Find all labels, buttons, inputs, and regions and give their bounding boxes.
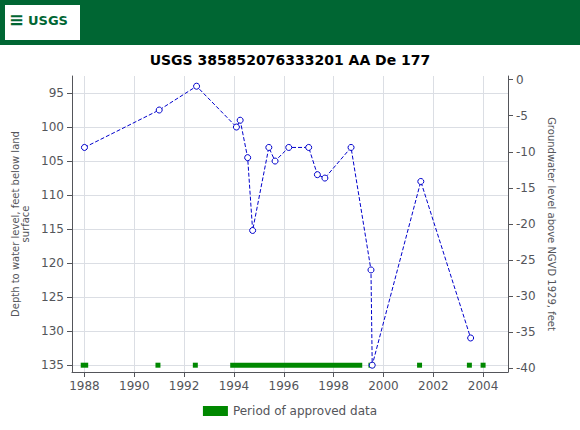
svg-text:1996: 1996 (268, 379, 299, 393)
svg-text:-20: -20 (516, 217, 536, 231)
svg-text:2004: 2004 (468, 379, 499, 393)
svg-text:-25: -25 (516, 253, 536, 267)
svg-text:-10: -10 (516, 145, 536, 159)
svg-text:130: 130 (41, 324, 64, 338)
svg-text:1988: 1988 (69, 379, 100, 393)
svg-text:1992: 1992 (169, 379, 200, 393)
svg-text:≡: ≡ (9, 9, 24, 30)
svg-text:0: 0 (516, 73, 524, 87)
svg-text:100: 100 (41, 120, 64, 134)
svg-text:Period of approved data: Period of approved data (233, 404, 377, 418)
svg-text:135: 135 (41, 358, 64, 372)
svg-text:Groundwater level above NGVD 1: Groundwater level above NGVD 1929, feet (546, 117, 557, 331)
svg-text:2002: 2002 (418, 379, 449, 393)
svg-text:115: 115 (41, 222, 64, 236)
svg-text:105: 105 (41, 154, 64, 168)
svg-text:125: 125 (41, 290, 64, 304)
svg-text:Depth to water level, feet bel: Depth to water level, feet below land (9, 131, 21, 317)
svg-text:120: 120 (41, 256, 64, 270)
svg-text:USGS: USGS (28, 13, 68, 28)
svg-text:-30: -30 (516, 289, 536, 303)
svg-text:-5: -5 (516, 109, 528, 123)
svg-text:-15: -15 (516, 181, 536, 195)
svg-text:-40: -40 (516, 361, 536, 375)
svg-text:USGS 385852076333201 AA De 177: USGS 385852076333201 AA De 177 (150, 52, 431, 68)
svg-text:surface: surface (20, 206, 31, 243)
svg-text:95: 95 (49, 86, 64, 100)
svg-text:1994: 1994 (219, 379, 250, 393)
svg-text:1990: 1990 (119, 379, 150, 393)
svg-text:1998: 1998 (318, 379, 349, 393)
svg-text:110: 110 (41, 188, 64, 202)
svg-text:-35: -35 (516, 325, 536, 339)
svg-text:2000: 2000 (368, 379, 399, 393)
